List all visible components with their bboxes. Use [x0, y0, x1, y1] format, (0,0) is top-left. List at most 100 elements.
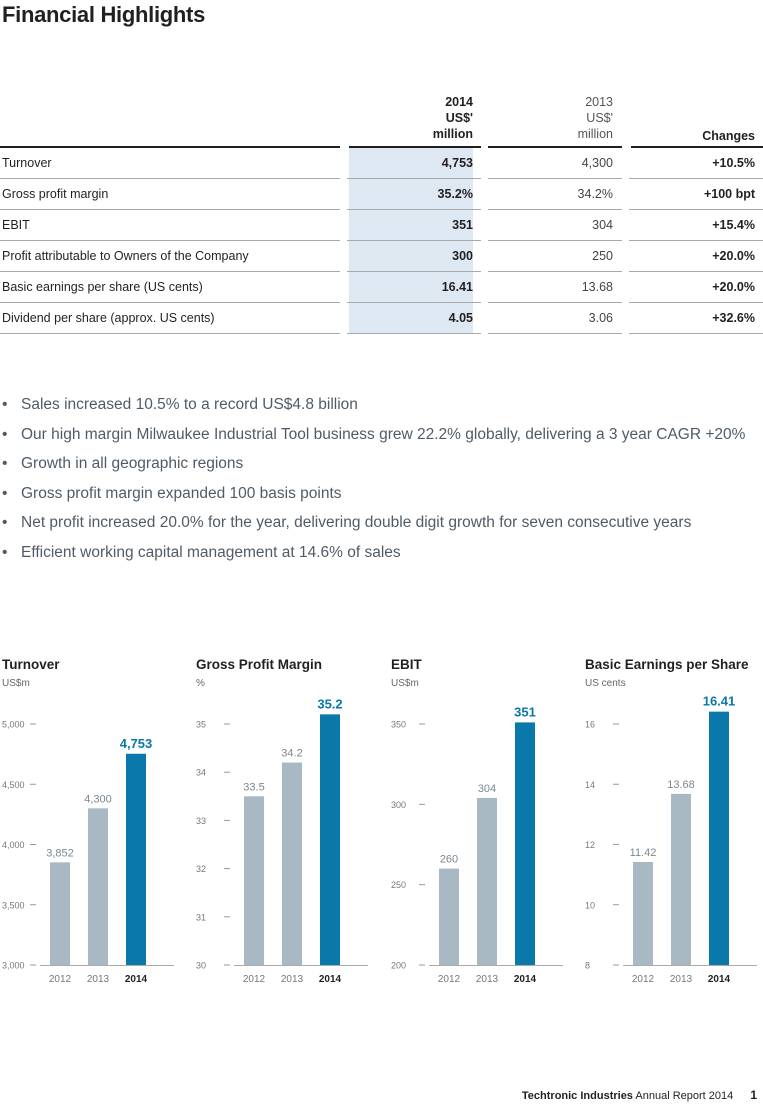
x-tick-label: 2013	[87, 974, 110, 985]
header-changes: Changes	[702, 129, 755, 143]
y-tick-label: 300	[391, 800, 406, 810]
bar	[439, 868, 459, 965]
value-2013: 3.06	[588, 311, 613, 325]
bullet-icon: •	[2, 425, 8, 443]
data-label: 13.68	[667, 779, 695, 791]
column-gap	[622, 179, 629, 210]
column-gap	[340, 272, 347, 303]
y-tick-label: 34	[196, 768, 206, 778]
column-gap	[340, 210, 347, 241]
column-gap	[481, 148, 488, 179]
x-tick-label: 2014	[514, 974, 537, 985]
chart-gross-profit-margin: 30 31 32 33 34 35 33.5 2012 34.2 2013 35.2 2014 Gro…	[194, 655, 374, 995]
data-label: 260	[440, 854, 458, 866]
row-label: Profit attributable to Owners of the Com…	[2, 249, 249, 263]
y-tick-label: 350	[391, 720, 406, 730]
y-tick-label: 33	[196, 816, 206, 826]
value-change: +100 bpt	[703, 187, 755, 201]
x-tick-label: 2013	[281, 974, 304, 985]
x-tick-label: 2012	[49, 974, 72, 985]
column-gap	[340, 148, 347, 179]
column-gap	[340, 303, 347, 334]
header-2013: 2013 US$' million	[577, 95, 613, 141]
table-row: EBIT 351 304 +15.4%	[0, 210, 763, 241]
header-rule	[0, 146, 340, 148]
row-label: EBIT	[2, 218, 30, 232]
column-gap	[622, 210, 629, 241]
chart-plot: 3,000 3,500 4,000 4,500 5,000 3,852 2012 4,300 2…	[2, 720, 174, 985]
column-gap	[481, 179, 488, 210]
bullet-icon: •	[2, 514, 8, 531]
table-row: Gross profit margin 35.2% 34.2% +100 bpt	[0, 179, 763, 210]
x-tick-label: 2012	[243, 974, 266, 985]
value-2014: 351	[349, 210, 473, 240]
column-gap	[622, 272, 629, 303]
highlights-list: • Sales increased 10.5% to a record US$4.…	[0, 393, 763, 570]
chart-plot: 200 250 300 350 260 2012 304 2013 351 2014	[391, 704, 563, 985]
data-label: 33.5	[243, 781, 264, 793]
value-2013: 4,300	[581, 156, 613, 170]
table-row: Profit attributable to Owners of the Com…	[0, 241, 763, 272]
value-2013: 34.2%	[577, 187, 613, 201]
list-item: • Our high margin Milwaukee Industrial To…	[0, 423, 763, 453]
data-label: 3,852	[46, 847, 74, 859]
header-rule	[349, 146, 481, 148]
value-2014: 16.41	[349, 272, 473, 302]
page-number: 1	[750, 1088, 757, 1102]
y-tick-label: 16	[585, 720, 595, 730]
bar	[671, 793, 691, 965]
value-2013: 13.68	[581, 280, 613, 294]
table-row: Dividend per share (approx. US cents) 4.0…	[0, 303, 763, 334]
y-tick-label: 10	[585, 900, 595, 910]
value-2013: 304	[592, 218, 613, 232]
data-label: 304	[478, 783, 496, 795]
bar	[244, 796, 264, 965]
list-item-text: Sales increased 10.5% to a record US$4.8…	[21, 396, 358, 413]
list-item: • Net profit increased 20.0% for the year…	[0, 511, 763, 541]
chart-title: EBIT	[391, 657, 422, 672]
column-gap	[481, 241, 488, 272]
data-label: 11.42	[630, 847, 657, 859]
bar	[515, 722, 535, 965]
value-2014: 35.2%	[349, 179, 473, 209]
value-change: +20.0%	[712, 280, 755, 294]
list-item-text: Our high margin Milwaukee Industrial Too…	[21, 425, 746, 443]
list-item: • Efficient working capital management at…	[0, 541, 763, 571]
table-body: Turnover 4,753 4,300 +10.5% Gross profit mar…	[0, 148, 763, 334]
value-change: +20.0%	[712, 249, 755, 263]
list-item-text: Gross profit margin expanded 100 basis p…	[21, 484, 342, 502]
footer-report: Annual Report 2014	[635, 1090, 734, 1102]
list-item: • Sales increased 10.5% to a record US$4.…	[0, 393, 763, 423]
data-label: 351	[514, 704, 536, 719]
x-tick-label: 2012	[632, 974, 655, 985]
y-tick-label: 32	[196, 864, 206, 874]
y-tick-label: 35	[196, 720, 206, 730]
value-2014: 4.05	[349, 303, 473, 333]
y-tick-label: 12	[585, 840, 595, 850]
list-item-text: Efficient working capital management at …	[21, 543, 401, 561]
chart-title: Gross Profit Margin	[196, 657, 323, 672]
list-item-text: Net profit increased 20.0% for the year,…	[21, 514, 692, 531]
bullet-icon: •	[2, 455, 8, 472]
chart-unit: US$m	[2, 678, 30, 689]
chart-plot: 30 31 32 33 34 35 33.5 2012 34.2 2013 35.2 2014	[196, 696, 368, 985]
column-gap	[481, 272, 488, 303]
y-tick-label: 3,500	[2, 900, 25, 910]
header-rule	[488, 146, 622, 148]
row-label: Gross profit margin	[2, 187, 109, 201]
column-gap	[340, 241, 347, 272]
data-label: 34.2	[281, 748, 302, 760]
chart-basic-eps: 8 10 12 14 16 11.42 2012 13.68 2013 16.41 2014 Bas…	[583, 655, 763, 995]
bar	[88, 808, 108, 965]
footer-brand: Techtronic Industries	[521, 1090, 633, 1102]
bar	[320, 714, 340, 965]
y-tick-label: 31	[196, 912, 206, 922]
x-tick-label: 2013	[476, 974, 499, 985]
value-change: +10.5%	[712, 156, 755, 170]
data-label: 4,753	[120, 736, 153, 751]
bar	[477, 797, 497, 965]
bullet-icon: •	[2, 396, 8, 413]
y-tick-label: 4,000	[2, 840, 25, 850]
value-change: +15.4%	[712, 218, 755, 232]
bullet-icon: •	[2, 543, 8, 561]
